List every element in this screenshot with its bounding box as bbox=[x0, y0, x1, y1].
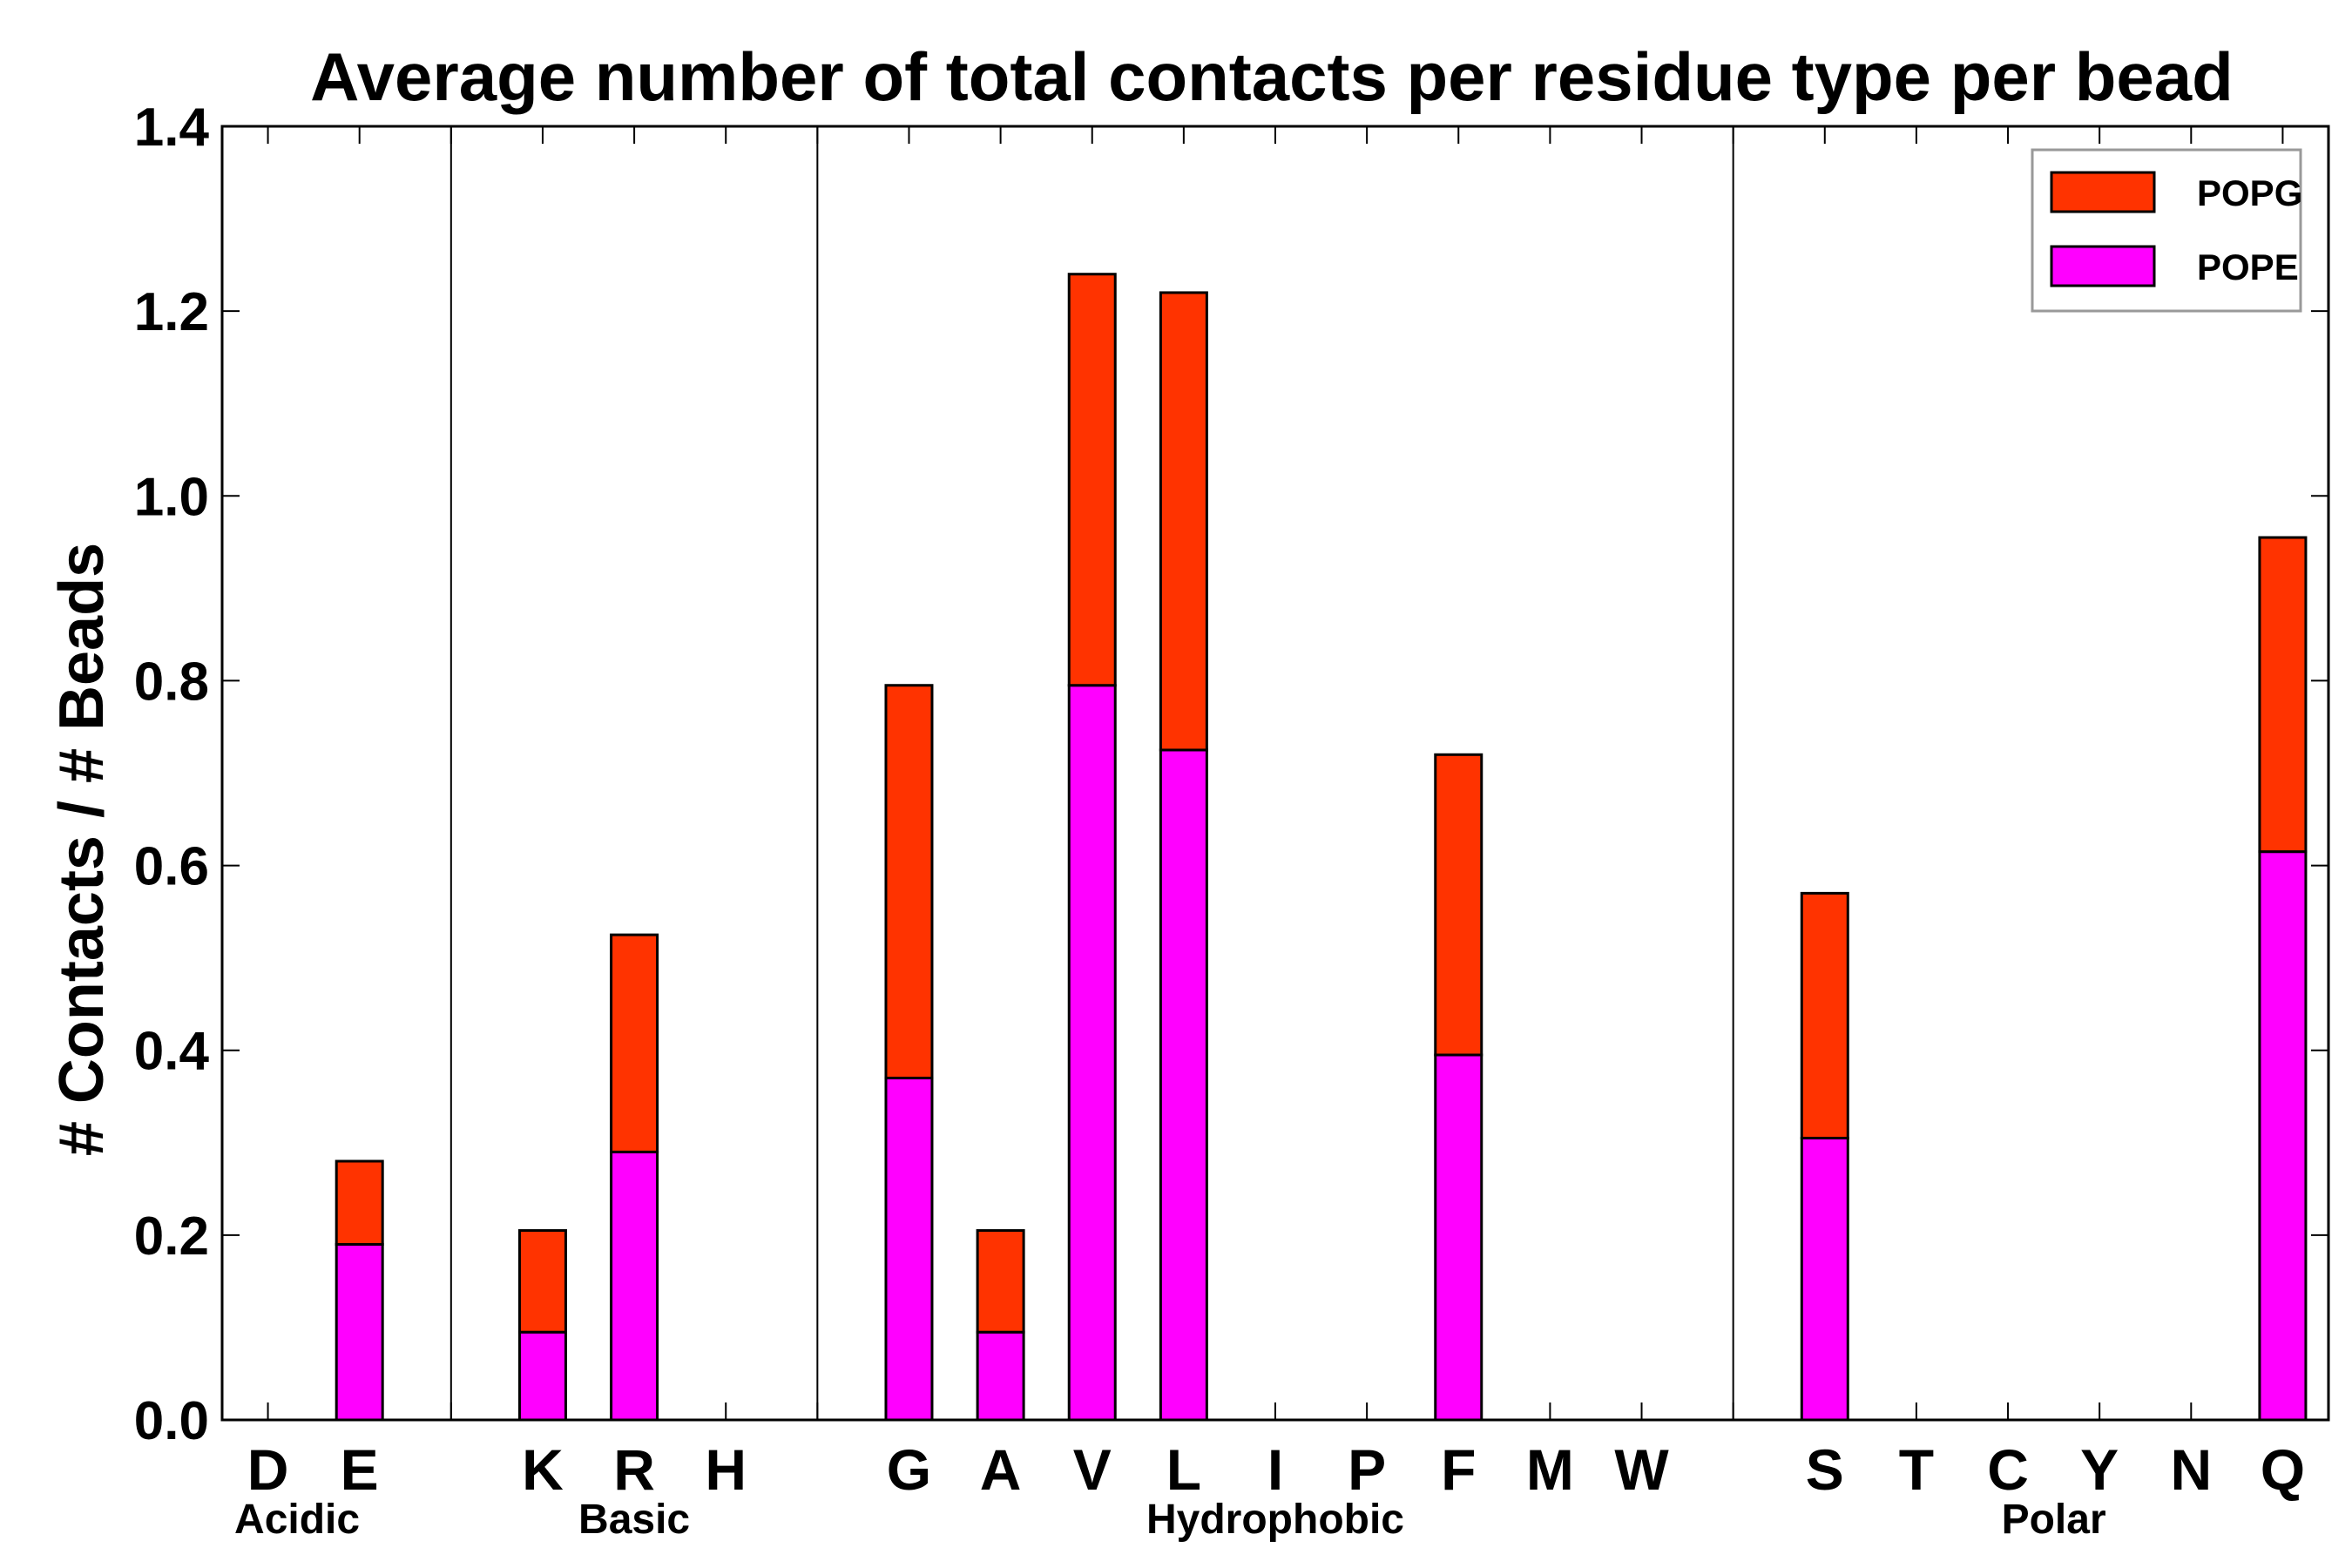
bar-popg-f bbox=[1434, 753, 1484, 1057]
y-tick-label: 0.8 bbox=[134, 652, 209, 712]
bar-pope-s bbox=[1800, 1136, 1849, 1422]
x-tick-label-q: Q bbox=[2261, 1437, 2305, 1502]
bar-pope-g bbox=[884, 1077, 934, 1422]
axes-frame bbox=[220, 125, 2330, 1422]
x-tick-label-l: L bbox=[1166, 1437, 1201, 1502]
y-tick-label: 0.2 bbox=[134, 1206, 209, 1267]
y-tick-label: 0.4 bbox=[134, 1022, 210, 1082]
legend-label-pope: POPE bbox=[2197, 247, 2299, 287]
x-tick-label-p: P bbox=[1348, 1437, 1386, 1502]
bar-pope-r bbox=[610, 1150, 659, 1422]
bar-pope-v bbox=[1067, 684, 1117, 1422]
legend-label-popg: POPG bbox=[2197, 172, 2302, 213]
x-tick-label-h: H bbox=[705, 1437, 747, 1502]
bar-popg-k bbox=[517, 1229, 567, 1334]
x-tick-label-f: F bbox=[1441, 1437, 1476, 1502]
group-label-polar: Polar bbox=[2002, 1497, 2106, 1543]
y-tick-label: 1.0 bbox=[134, 467, 209, 527]
legend-swatch-popg bbox=[2050, 171, 2156, 213]
x-tick-label-v: V bbox=[1073, 1437, 1112, 1502]
bar-popg-e bbox=[335, 1159, 384, 1246]
y-tick-label: 1.4 bbox=[134, 98, 210, 158]
x-tick-label-t: T bbox=[1899, 1437, 1934, 1502]
x-tick-label-k: K bbox=[522, 1437, 564, 1502]
bar-popg-g bbox=[884, 684, 934, 1080]
x-tick-label-s: S bbox=[1806, 1437, 1844, 1502]
y-tick-label: 0.6 bbox=[134, 837, 209, 897]
x-tick-label-n: N bbox=[2170, 1437, 2212, 1502]
group-label-hydrophobic: Hydrophobic bbox=[1146, 1497, 1404, 1543]
bar-pope-a bbox=[976, 1330, 1025, 1422]
bar-popg-r bbox=[610, 933, 659, 1153]
x-tick-label-e: E bbox=[341, 1437, 379, 1502]
y-axis-label: # Contacts / # Beads bbox=[47, 543, 117, 1156]
plot-area: 0.0 0.2 0.4 0.6 0.8 1.0 1.2 1.4 D E K R H G A V L I P F M W S T… bbox=[134, 98, 2330, 1543]
legend: POPG POPE bbox=[2031, 148, 2302, 313]
x-tick-label-a: A bbox=[980, 1437, 1022, 1502]
group-label-basic: Basic bbox=[578, 1497, 690, 1543]
y-tick-label: 1.2 bbox=[134, 282, 209, 342]
bar-pope-q bbox=[2258, 850, 2308, 1422]
bar-pope-k bbox=[517, 1330, 567, 1422]
bar-pope-f bbox=[1434, 1053, 1484, 1422]
chart-title: Average number of total contacts per res… bbox=[310, 38, 2234, 115]
bar-popg-s bbox=[1800, 891, 1849, 1139]
bar-popg-l bbox=[1159, 291, 1208, 752]
x-tick-label-g: G bbox=[887, 1437, 931, 1502]
bar-popg-q bbox=[2258, 536, 2308, 854]
bar-popg-a bbox=[976, 1229, 1025, 1334]
x-tick-label-i: I bbox=[1267, 1437, 1283, 1502]
x-tick-label-w: W bbox=[1614, 1437, 1669, 1502]
x-tick-label-r: R bbox=[613, 1437, 655, 1502]
bar-pope-l bbox=[1159, 748, 1208, 1422]
y-tick-label: 0.0 bbox=[134, 1391, 209, 1451]
bar-pope-e bbox=[335, 1242, 384, 1422]
group-label-acidic: Acidic bbox=[234, 1497, 360, 1543]
bar-popg-v bbox=[1067, 273, 1117, 687]
x-tick-label-m: M bbox=[1526, 1437, 1574, 1502]
legend-swatch-pope bbox=[2050, 245, 2156, 287]
x-tick-label-c: C bbox=[1987, 1437, 2029, 1502]
x-tick-label-d: D bbox=[247, 1437, 289, 1502]
x-tick-label-y: Y bbox=[2080, 1437, 2119, 1502]
